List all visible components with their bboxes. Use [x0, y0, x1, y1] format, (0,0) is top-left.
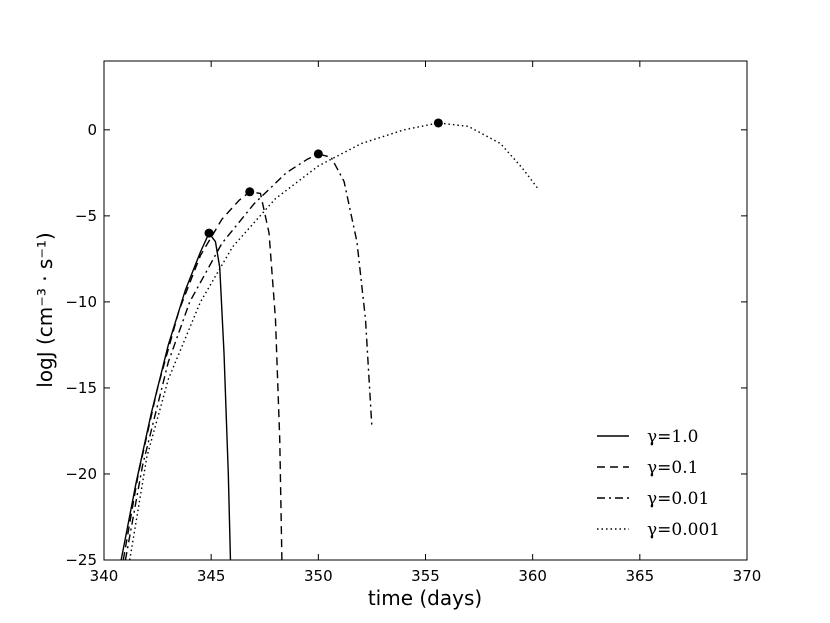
- x-tick-label: 350: [304, 567, 333, 585]
- series-line-dashdot: [124, 153, 373, 560]
- x-tick-label: 360: [518, 567, 547, 585]
- x-tick-label: 340: [90, 567, 119, 585]
- y-tick-label: −25: [65, 551, 97, 569]
- x-axis-label: time (days): [368, 586, 482, 610]
- peak-marker: [433, 118, 443, 128]
- peak-marker: [204, 228, 214, 238]
- legend-label: γ=0.001: [647, 520, 720, 540]
- peak-marker: [313, 149, 323, 159]
- series-line-dashed: [122, 191, 283, 560]
- legend-label: γ=1.0: [647, 427, 698, 447]
- plot-data-layer: [120, 118, 540, 560]
- x-tick-label: 370: [733, 567, 762, 585]
- y-tick-label: −5: [75, 207, 97, 225]
- legend-label: γ=0.01: [647, 489, 709, 509]
- x-tick-label: 365: [626, 567, 655, 585]
- y-tick-label: −15: [65, 379, 97, 397]
- x-tick-label: 355: [411, 567, 440, 585]
- legend-label: γ=0.1: [647, 458, 698, 478]
- x-tick-label: 345: [197, 567, 226, 585]
- axis-ticks: 340 345 350 355 360 365 370 0 −5 −10 −15 −20 −25: [65, 61, 761, 585]
- y-tick-label: −10: [65, 293, 97, 311]
- series-line-dotted: [129, 122, 540, 560]
- y-axis-label: logJ (cm⁻³ · s⁻¹): [33, 232, 57, 387]
- legend: γ=1.0 γ=0.1 γ=0.01 γ=0.001: [597, 427, 720, 540]
- plot-area-frame: [103, 60, 748, 561]
- y-tick-label: 0: [87, 121, 97, 139]
- y-tick-label: −20: [65, 465, 97, 483]
- peak-marker: [245, 187, 255, 197]
